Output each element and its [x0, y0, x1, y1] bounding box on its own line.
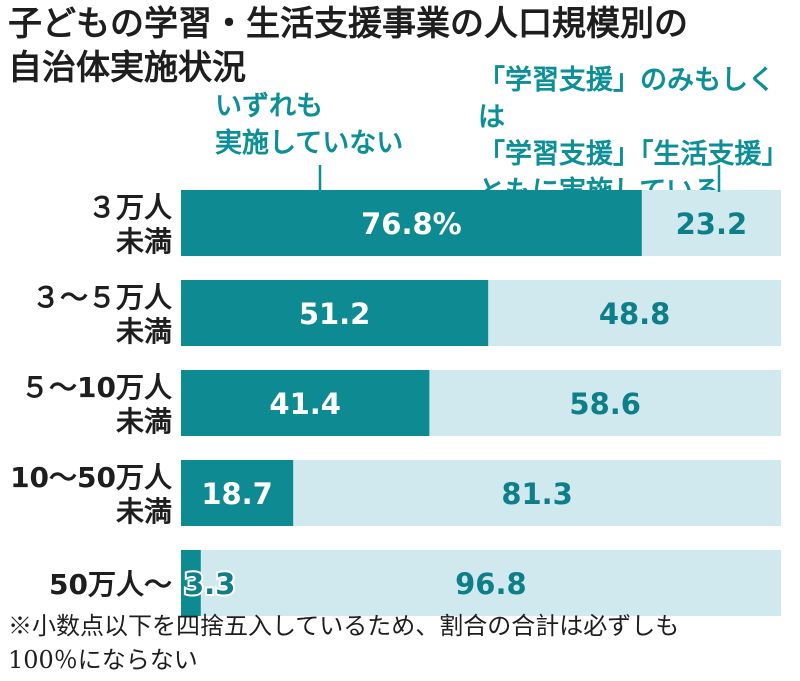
legend-not-implemented-line-2: 実施していない	[215, 128, 404, 159]
category-label-0-1: 未満	[116, 225, 172, 258]
bar-implemented-0	[641, 190, 781, 256]
footnote: ※小数点以下を四捨五入しているため、割合の合計は必ずしも 100％にならない	[8, 609, 798, 677]
legend-not-implemented: いずれも 実施していない	[215, 88, 403, 162]
value-label-implemented-4: 96.8	[455, 567, 527, 601]
chart-title: 子どもの学習・生活支援事業の人口規模別の 自治体実施状況	[8, 2, 798, 90]
footnote-line-1: ※小数点以下を四捨五入しているため、割合の合計は必ずしも	[8, 612, 680, 640]
bar-not-implemented-1	[181, 280, 489, 346]
bar-implemented-4	[200, 550, 782, 616]
bar-not-implemented-4	[181, 550, 201, 616]
value-label-not-implemented-1: 51.2	[299, 297, 371, 331]
category-label-3-0: 10～50万人	[10, 461, 172, 494]
value-label-implemented-2: 58.6	[569, 387, 641, 421]
legend-implemented-line-1: 「学習支援」のみもしくは	[478, 65, 775, 133]
bar-not-implemented-0	[181, 190, 642, 256]
category-label-0-0: ３万人	[88, 191, 172, 224]
value-label-not-implemented-0: 76.8%	[361, 207, 462, 241]
value-label-implemented-1: 48.8	[599, 297, 671, 331]
value-label-implemented-0: 23.2	[676, 207, 748, 241]
category-label-4-0: 50万人～	[49, 568, 172, 601]
bar-implemented-1	[488, 280, 781, 346]
value-label-not-implemented-3: 18.7	[201, 477, 273, 511]
category-label-1-1: 未満	[116, 315, 172, 348]
chart-title-line-2: 自治体実施状況	[8, 48, 246, 88]
category-label-1-0: ３～５万人	[32, 281, 172, 314]
bar-not-implemented-2	[181, 370, 430, 436]
bar-implemented-2	[429, 370, 781, 436]
legend-implemented-line-2: 「学習支援」「生活支援」	[478, 139, 789, 170]
category-label-2-1: 未満	[116, 405, 172, 438]
category-label-3-1: 未満	[116, 495, 172, 528]
footnote-line-2: 100％にならない	[8, 646, 198, 674]
bar-implemented-3	[293, 460, 781, 526]
legend-not-implemented-line-1: いずれも	[215, 91, 323, 122]
value-label-implemented-3: 81.3	[501, 477, 573, 511]
chart-title-line-1: 子どもの学習・生活支援事業の人口規模別の	[8, 4, 688, 44]
value-label-not-implemented-2: 41.4	[269, 387, 341, 421]
value-label-not-implemented-4: 3.3	[184, 567, 235, 601]
category-label-2-0: ５～10万人	[21, 371, 172, 404]
bar-not-implemented-3	[181, 460, 294, 526]
